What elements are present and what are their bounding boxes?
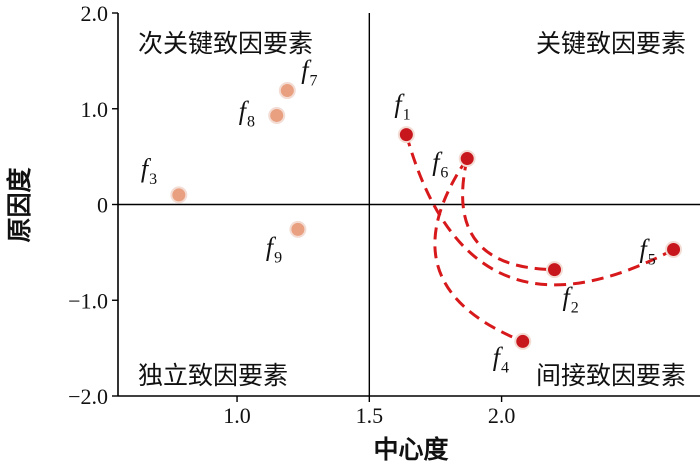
quadrant-label-top-right: 关键致因要素 (536, 29, 686, 58)
quadrant-label-bottom-right: 间接致因要素 (536, 361, 686, 390)
label-f2: f2 (563, 283, 579, 317)
y-axis-label: 原因度 (5, 167, 34, 242)
point-f4 (514, 332, 532, 350)
quadrant-label-top-left: 次关键致因要素 (138, 29, 313, 58)
point-f5 (665, 241, 683, 259)
link-f1-f5 (404, 134, 675, 287)
point-f1 (397, 126, 415, 144)
link-f6-f4 (433, 157, 524, 343)
y-tick-label: −1.0 (68, 288, 108, 313)
x-tick-label: 1.0 (223, 403, 251, 428)
label-f3: f3 (141, 154, 157, 188)
quadrant-dividers (118, 13, 700, 396)
y-tick-label: 1.0 (81, 97, 109, 122)
label-f6: f6 (432, 148, 448, 182)
y-tick-label: 0 (97, 193, 108, 218)
point-f8 (268, 106, 286, 124)
cause-links (404, 134, 675, 343)
point-labels: f1 f2 f3 f4 f5 f6 f7 f8 f9 (141, 56, 656, 377)
point-f6 (458, 150, 476, 168)
point-f7 (278, 82, 296, 100)
axis-ticks: 2.0 1.0 0 −1.0 −2.0 1.0 1.5 2.0 (68, 1, 515, 428)
x-axis-label: 中心度 (373, 435, 448, 464)
point-f3 (170, 186, 188, 204)
label-f8: f8 (239, 96, 255, 130)
label-f5: f5 (640, 235, 656, 269)
data-points (170, 82, 683, 350)
label-f9: f9 (266, 232, 282, 266)
label-f7: f7 (301, 56, 317, 90)
label-f4: f4 (493, 342, 509, 376)
y-tick-label: −2.0 (68, 384, 108, 409)
label-f1: f1 (394, 90, 410, 124)
point-f2 (546, 261, 563, 279)
link-f6-f2 (461, 158, 555, 272)
x-tick-label: 2.0 (488, 403, 516, 428)
point-f9 (289, 220, 307, 238)
x-tick-label: 1.5 (356, 403, 384, 428)
quadrant-label-bottom-left: 独立致因要素 (138, 361, 288, 390)
y-tick-label: 2.0 (81, 1, 109, 26)
